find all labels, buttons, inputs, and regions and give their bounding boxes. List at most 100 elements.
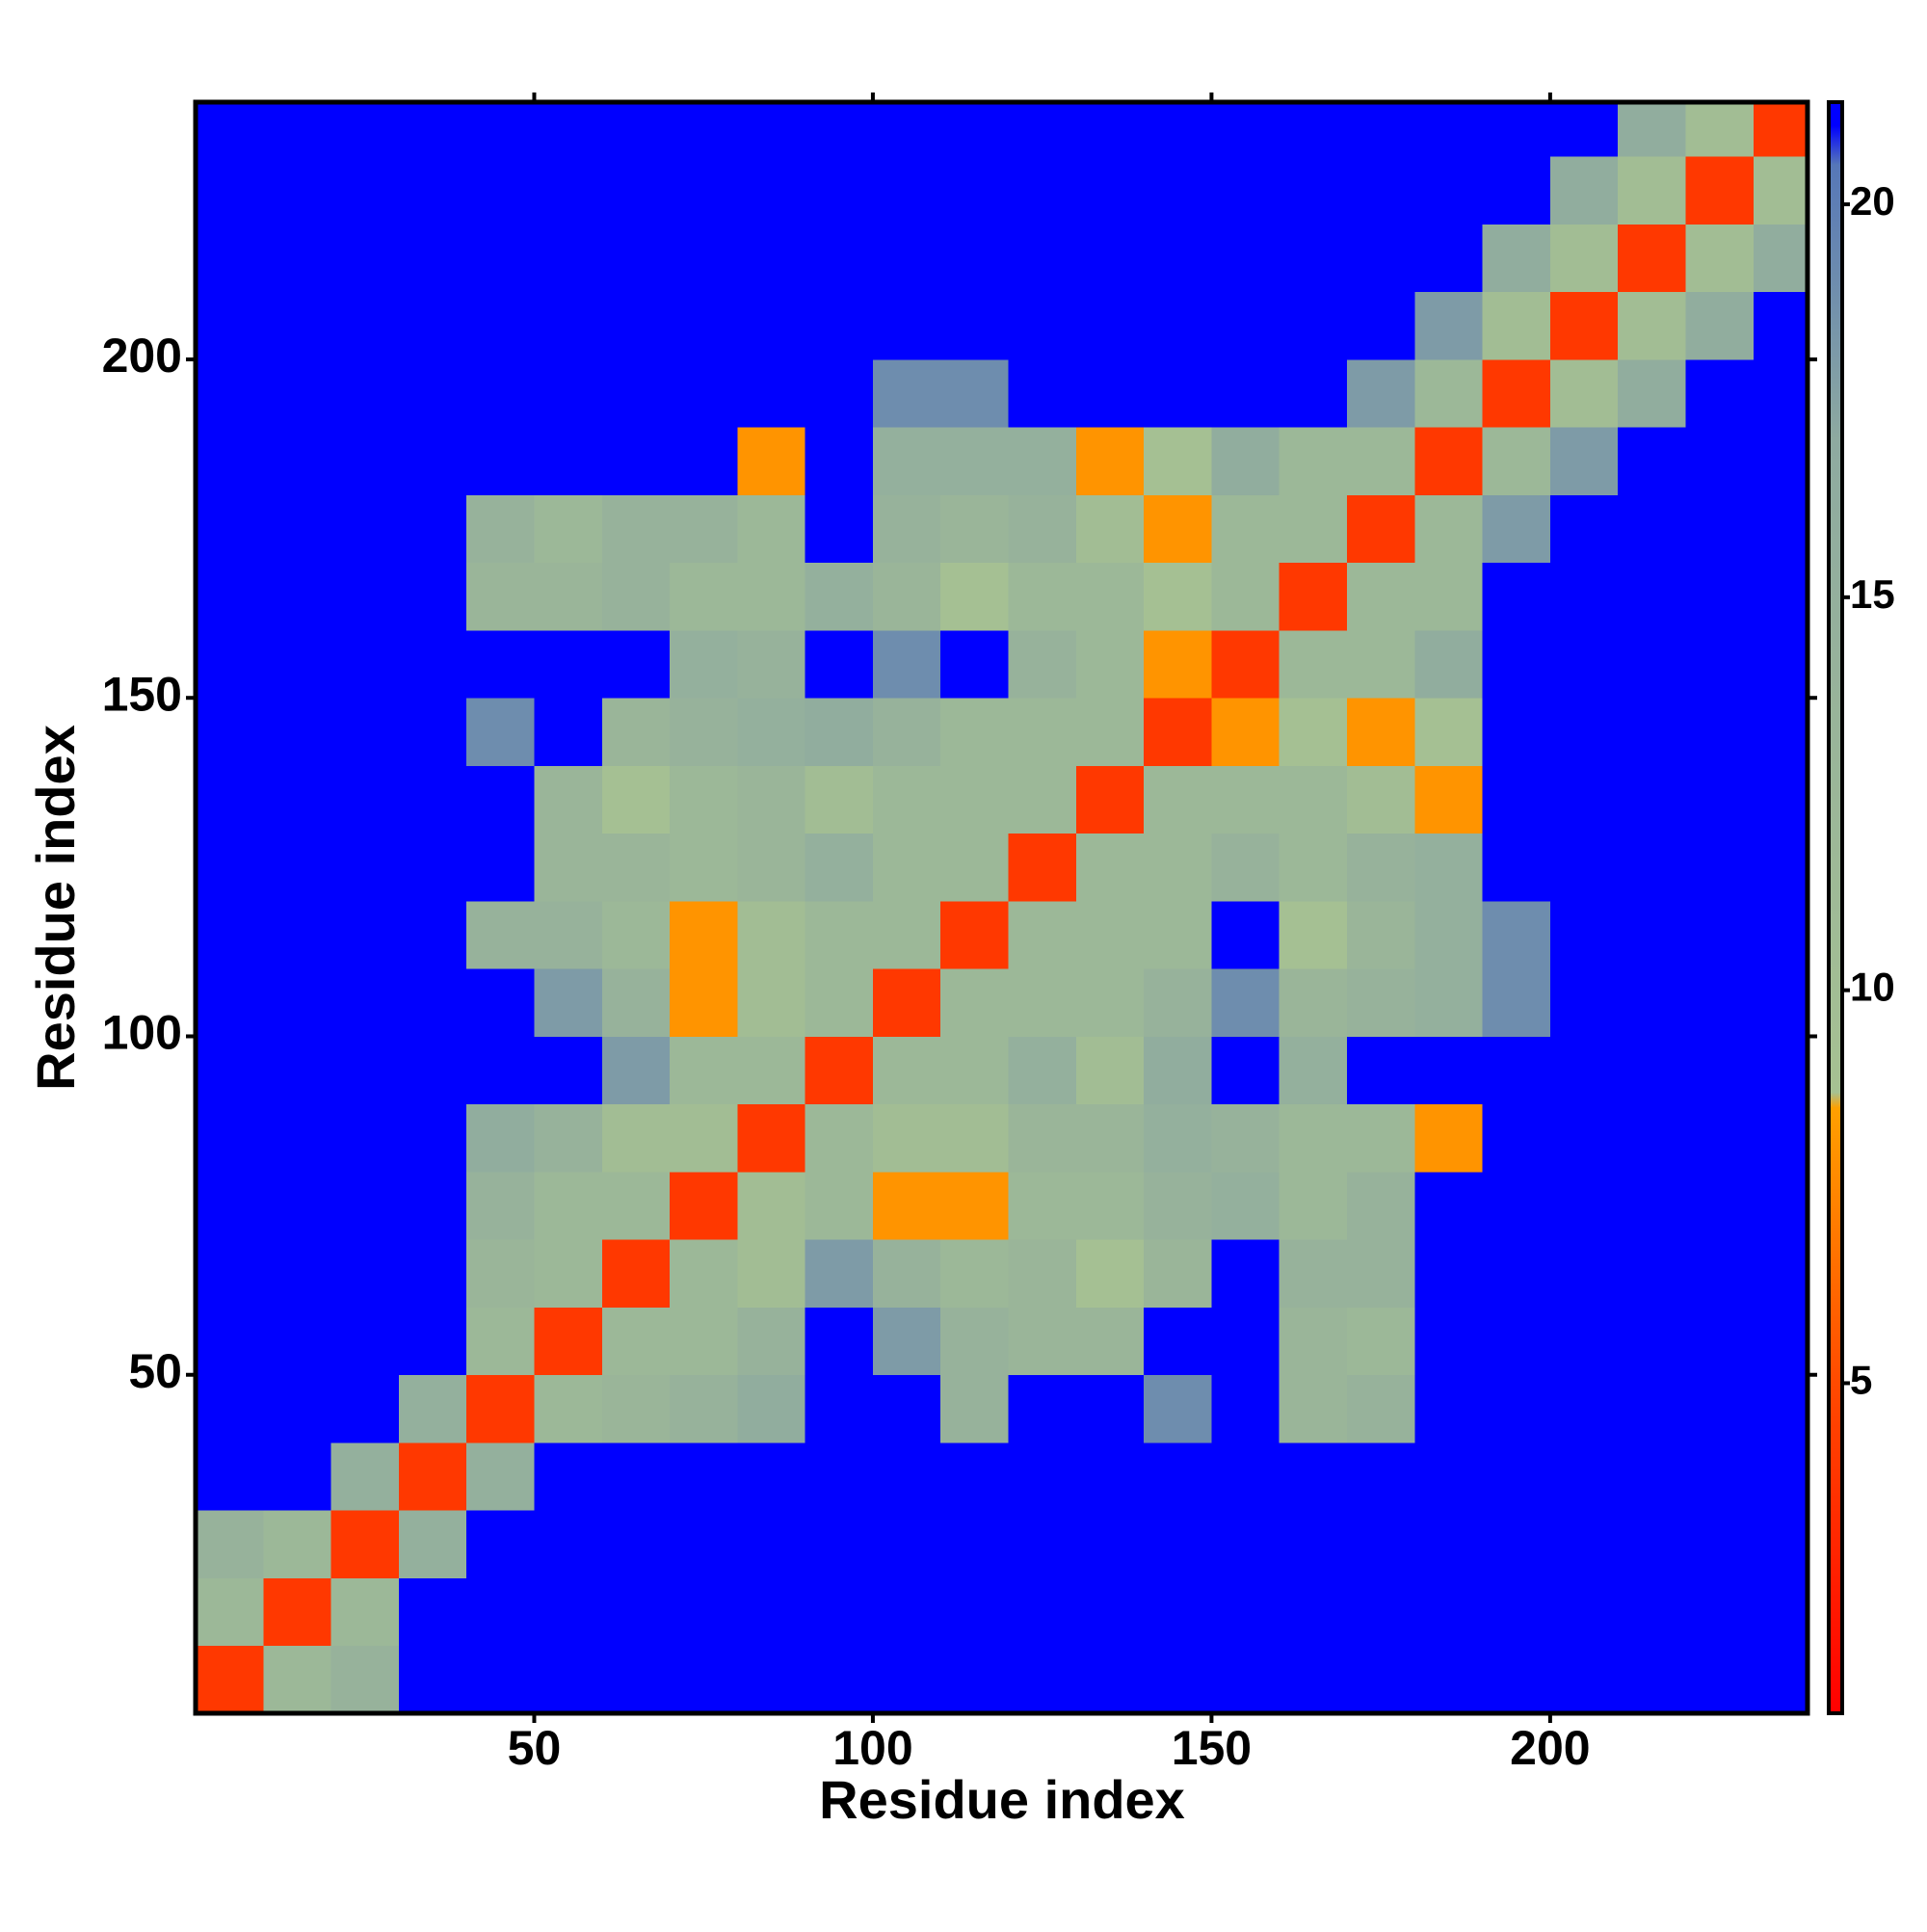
heatmap-cell xyxy=(1618,765,1686,834)
heatmap-cell xyxy=(872,358,941,428)
heatmap-cell xyxy=(196,1577,264,1647)
heatmap-cell xyxy=(872,427,941,495)
heatmap-cell xyxy=(466,427,535,495)
heatmap-cell xyxy=(1618,1510,1686,1578)
heatmap-cell xyxy=(398,291,467,360)
heatmap-cell xyxy=(601,629,671,699)
heatmap-cell xyxy=(1279,156,1348,225)
heatmap-cell xyxy=(1482,427,1551,495)
heatmap-cell xyxy=(1008,1645,1077,1714)
heatmap-cell xyxy=(1211,900,1280,969)
heatmap-cell xyxy=(940,629,1010,699)
heatmap-cell xyxy=(330,494,400,564)
heatmap-cell xyxy=(1075,1510,1145,1578)
heatmap-cell xyxy=(534,1307,603,1376)
heatmap-cell xyxy=(330,698,400,766)
heatmap-cell xyxy=(872,900,941,969)
heatmap-cell xyxy=(670,1510,738,1578)
heatmap-cell xyxy=(1279,1374,1348,1443)
heatmap-cell xyxy=(1414,900,1484,969)
heatmap-cell xyxy=(1414,358,1484,428)
heatmap-cell xyxy=(1618,494,1686,564)
heatmap-cell xyxy=(1211,224,1280,293)
heatmap-cell xyxy=(466,156,535,225)
heatmap-cell xyxy=(534,1442,603,1511)
heatmap-cell xyxy=(1753,1510,1808,1578)
heatmap-cell xyxy=(1685,1577,1755,1647)
heatmap-cell xyxy=(1211,1577,1280,1647)
heatmap-cell xyxy=(1549,968,1619,1037)
heatmap-cell xyxy=(805,562,874,631)
heatmap-cell xyxy=(1685,1510,1755,1578)
heatmap-cell xyxy=(1414,833,1484,902)
heatmap-cell xyxy=(1482,968,1551,1037)
heatmap-cell xyxy=(872,1510,941,1578)
heatmap-cell xyxy=(1347,968,1415,1037)
heatmap-cell xyxy=(1347,427,1415,495)
heatmap-cell xyxy=(1211,1307,1280,1376)
heatmap-cell xyxy=(1008,1577,1077,1647)
heatmap-cell xyxy=(1414,1645,1484,1714)
heatmap-cell xyxy=(1211,1239,1280,1308)
heatmap-cell xyxy=(1618,900,1686,969)
x-tick-label: 100 xyxy=(832,1721,912,1775)
heatmap-cell xyxy=(1211,968,1280,1037)
heatmap-cell xyxy=(398,1374,467,1443)
heatmap-cell xyxy=(1075,102,1145,157)
heatmap-cell xyxy=(1482,1239,1551,1308)
heatmap-cell xyxy=(1753,156,1808,225)
heatmap-cell xyxy=(263,629,332,699)
heatmap-cell xyxy=(940,1645,1010,1714)
heatmap-cell xyxy=(466,494,535,564)
heatmap-cell xyxy=(1211,427,1280,495)
heatmap-cell xyxy=(398,833,467,902)
heatmap-cell xyxy=(1075,291,1145,360)
heatmap-cell xyxy=(1414,1510,1484,1578)
heatmap-cell xyxy=(1211,629,1280,699)
heatmap-cell xyxy=(196,562,264,631)
heatmap-cell xyxy=(1211,1374,1280,1443)
heatmap-cell xyxy=(1211,358,1280,428)
heatmap-cell xyxy=(1549,427,1619,495)
heatmap-cell xyxy=(670,494,738,564)
heatmap-cell xyxy=(1482,1171,1551,1240)
heatmap-cell xyxy=(1618,562,1686,631)
heatmap-cell xyxy=(1144,900,1212,969)
heatmap-cell xyxy=(466,833,535,902)
heatmap-cell xyxy=(601,1510,671,1578)
heatmap-cell xyxy=(805,156,874,225)
heatmap-cell xyxy=(601,291,671,360)
heatmap-cell xyxy=(805,1307,874,1376)
heatmap-cell xyxy=(1008,1510,1077,1578)
heatmap-cell xyxy=(1753,1036,1808,1105)
heatmap-cell xyxy=(805,224,874,293)
heatmap-cell xyxy=(872,224,941,293)
heatmap-cell xyxy=(196,1239,264,1308)
heatmap-cell xyxy=(601,1171,671,1240)
heatmap-cell xyxy=(1549,900,1619,969)
heatmap-cell xyxy=(940,102,1010,157)
x-tick-label: 150 xyxy=(1172,1721,1252,1775)
heatmap-cell xyxy=(1144,156,1212,225)
heatmap-cell xyxy=(872,968,941,1037)
heatmap-cell xyxy=(1144,1239,1212,1308)
heatmap-cell xyxy=(1753,900,1808,969)
heatmap-cell xyxy=(601,900,671,969)
heatmap-cell xyxy=(737,1239,806,1308)
heatmap-cell xyxy=(1549,1374,1619,1443)
heatmap-cell xyxy=(1482,1442,1551,1511)
heatmap-cell xyxy=(1753,765,1808,834)
heatmap-cell xyxy=(601,494,671,564)
heatmap-cell xyxy=(670,1307,738,1376)
heatmap-cell xyxy=(1075,224,1145,293)
heatmap-cell xyxy=(330,1036,400,1105)
heatmap-cell xyxy=(1008,1239,1077,1308)
heatmap-cell xyxy=(1211,291,1280,360)
heatmap-cell xyxy=(805,629,874,699)
heatmap-cell xyxy=(670,900,738,969)
heatmap-cell xyxy=(1347,1239,1415,1308)
heatmap-cell xyxy=(1414,224,1484,293)
heatmap-cell xyxy=(398,900,467,969)
heatmap-cell xyxy=(872,1103,941,1173)
heatmap-cell xyxy=(330,427,400,495)
